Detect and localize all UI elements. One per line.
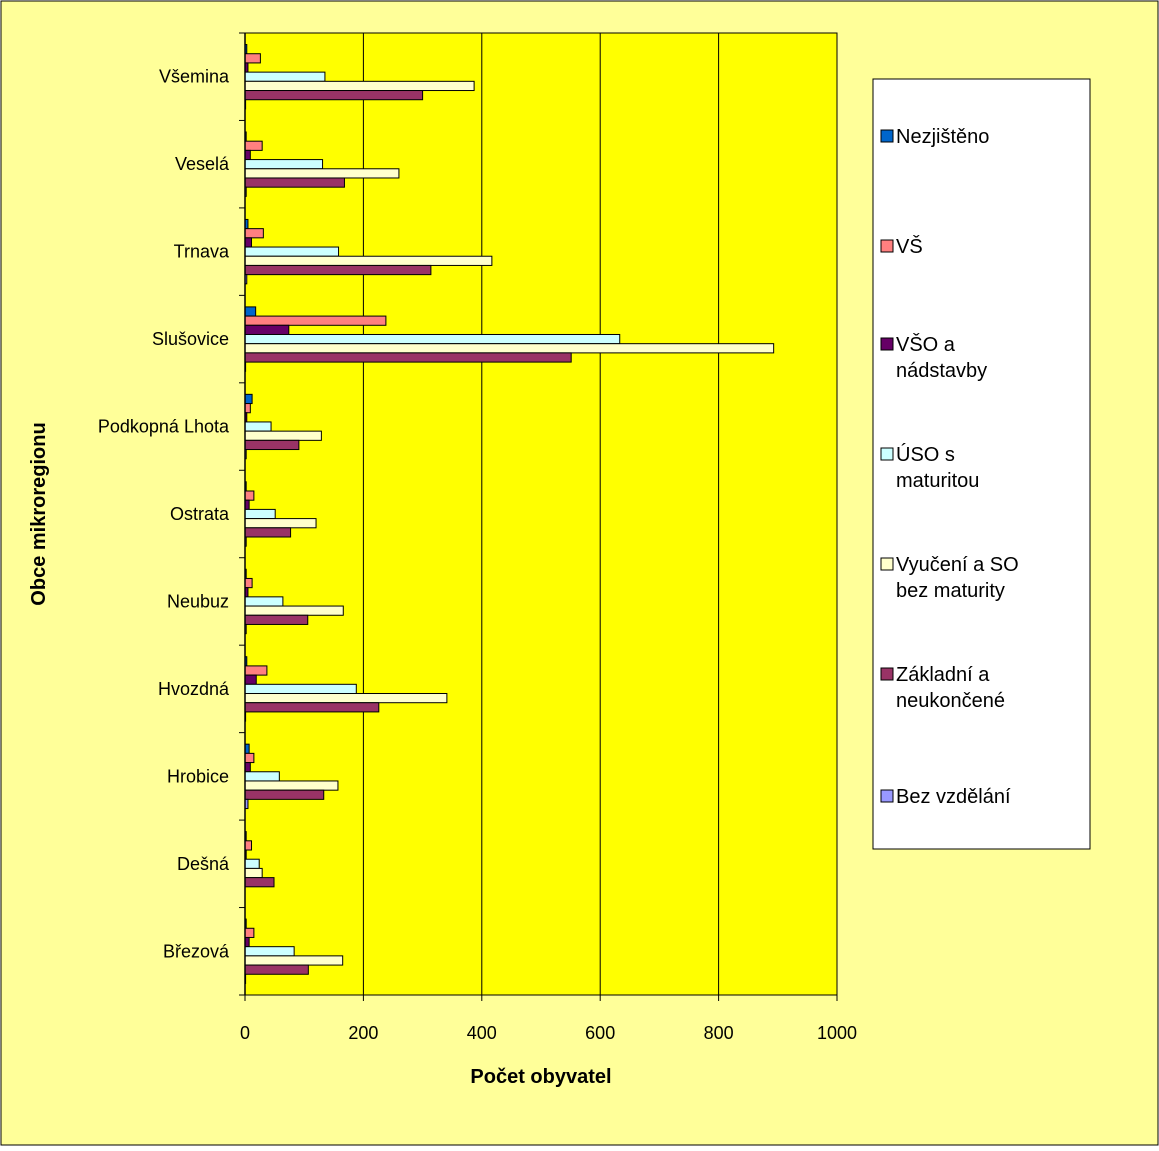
- bar: [244, 333, 621, 345]
- x-tick-label: 400: [467, 1023, 497, 1043]
- bar: [244, 90, 424, 101]
- y-tick-label: Dešná: [177, 854, 230, 874]
- bar: [244, 140, 263, 151]
- bar: [244, 693, 448, 704]
- bar: [244, 159, 324, 170]
- bar: [244, 752, 255, 764]
- y-tick-label: Slušovice: [152, 329, 229, 349]
- bar: [244, 246, 340, 257]
- legend-swatch: [880, 447, 894, 461]
- bar: [244, 508, 276, 520]
- legend-label: Bez vzdělání: [896, 786, 1011, 808]
- legend-label: VŠO a: [896, 333, 956, 356]
- bar: [244, 393, 253, 405]
- bar: [244, 53, 261, 64]
- legend-swatch: [880, 129, 894, 143]
- legend-label: VŠ: [896, 235, 923, 258]
- bar: [244, 490, 255, 501]
- legend-label: Základní a: [896, 664, 990, 686]
- legend-label: maturitou: [896, 470, 979, 492]
- bar: [244, 577, 253, 589]
- y-tick-label: Neubuz: [167, 591, 229, 611]
- bar: [244, 343, 775, 354]
- legend-label: Nezjištěno: [896, 126, 989, 148]
- bar: [244, 315, 387, 326]
- y-tick-label: Hrobice: [167, 766, 229, 786]
- bar: [244, 964, 309, 975]
- bar: [244, 255, 493, 266]
- bar: [244, 71, 326, 82]
- y-tick-label: Trnava: [174, 242, 230, 262]
- bar: [244, 946, 295, 957]
- bar: [244, 324, 290, 335]
- axes-group: 0 200 400 600 800 1000 Všemina Veselá Trnava Sluš…: [98, 32, 857, 1043]
- bar: [244, 858, 260, 869]
- bar: [244, 702, 380, 713]
- legend-label: bez maturity: [896, 580, 1005, 602]
- legend: Nezjištěno VŠ VŠO a nádstavby ÚSO s maturitou…: [872, 78, 1091, 850]
- bar: [244, 421, 272, 432]
- legend-swatch: [880, 789, 894, 803]
- bar: [244, 867, 263, 879]
- legend-label: neukončené: [896, 690, 1005, 712]
- x-tick-label: 0: [240, 1023, 250, 1043]
- bar: [244, 683, 357, 695]
- bar: [244, 168, 400, 179]
- legend-swatch: [880, 667, 894, 681]
- bar: [244, 430, 322, 441]
- bar: [244, 306, 257, 317]
- bar: [244, 80, 475, 92]
- bar: [244, 762, 251, 773]
- y-tick-label: Všemina: [159, 67, 230, 87]
- y-tick-label: Podkopná Lhota: [98, 417, 230, 437]
- legend-swatch: [880, 337, 894, 351]
- x-tick-label: 1000: [817, 1023, 857, 1043]
- bar: [244, 177, 345, 188]
- bar: [244, 955, 344, 966]
- bar: [244, 596, 284, 607]
- bar: [244, 840, 253, 851]
- bar: [244, 518, 317, 529]
- legend-label: nádstavby: [896, 360, 987, 382]
- legend-box: [872, 78, 1091, 850]
- bar: [244, 228, 264, 239]
- y-tick-label: Ostrata: [170, 504, 230, 524]
- bar: [244, 674, 257, 685]
- bar: [244, 927, 255, 938]
- bar: [244, 237, 253, 248]
- bar: [244, 264, 432, 276]
- legend-label: Vyučení a SO: [896, 554, 1019, 576]
- bar: [244, 149, 251, 161]
- bar: [244, 877, 275, 888]
- bar: [244, 771, 280, 782]
- bar: [244, 665, 268, 676]
- x-tick-label: 800: [704, 1023, 734, 1043]
- legend-label: ÚSO s: [896, 443, 955, 466]
- bar: [244, 780, 339, 791]
- bar: [244, 439, 300, 451]
- bar: [244, 352, 572, 363]
- y-tick-label: Veselá: [175, 154, 230, 174]
- bar: [244, 614, 309, 625]
- x-axis-title: Počet obyvatel: [470, 1066, 611, 1088]
- x-tick-label: 600: [585, 1023, 615, 1043]
- bar: [244, 789, 325, 800]
- gridlines: [362, 33, 720, 995]
- bar: [244, 403, 251, 414]
- bar: [244, 527, 292, 538]
- legend-swatch: [880, 239, 894, 253]
- plot-area: [244, 32, 838, 996]
- bar: [244, 605, 344, 616]
- legend-swatch: [880, 557, 894, 571]
- y-tick-label: Hvozdná: [158, 679, 230, 699]
- y-axis-title: Obce mikroregionu: [28, 422, 50, 605]
- y-tick-label: Březová: [163, 941, 230, 961]
- x-tick-label: 200: [348, 1023, 378, 1043]
